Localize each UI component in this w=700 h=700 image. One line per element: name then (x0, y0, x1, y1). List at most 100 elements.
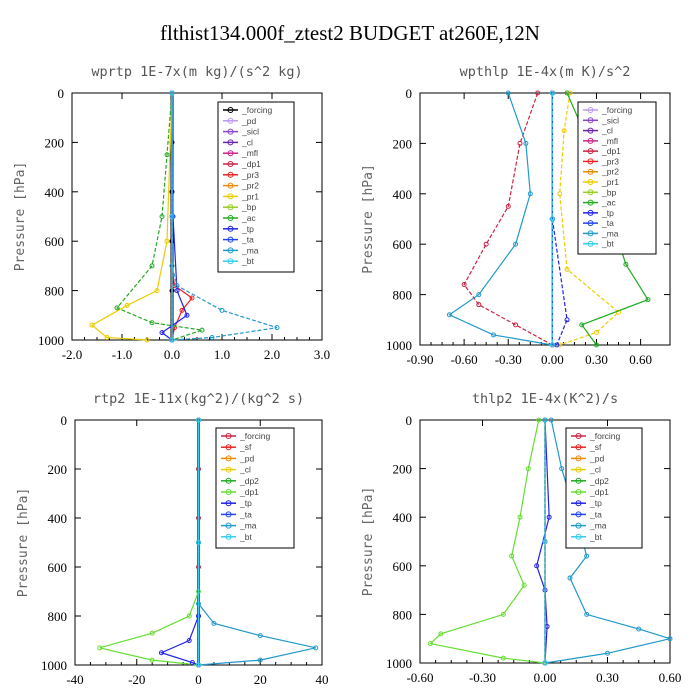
legend-marker (227, 161, 234, 167)
series-point (483, 241, 489, 247)
legend-marker (227, 236, 234, 243)
series-point (521, 582, 527, 588)
legend-marker (227, 247, 234, 254)
y-tick-label: 800 (48, 609, 68, 624)
legend-marker (227, 193, 234, 200)
y-tick-label: 200 (393, 462, 413, 477)
y-tick-label: 0 (406, 413, 413, 428)
series-point (154, 288, 160, 294)
panel-title: wprtp 1E-7x(m kg)/(s^2 kg) (91, 64, 302, 80)
x-tick-label: 0 (195, 672, 202, 687)
legend-marker (575, 500, 582, 507)
legend-label: _pr2 (241, 181, 259, 191)
y-tick-label: 200 (393, 136, 413, 151)
chart-panels: wprtp 1E-7x(m kg)/(s^2 kg) Pressure [hPa]… (13, 64, 681, 687)
legend-label: _pd (239, 453, 254, 463)
y-tick-label: 0 (406, 86, 413, 101)
y-tick-label: 200 (48, 462, 68, 477)
legend-label: _sicl (601, 115, 619, 125)
legend-label: _bp (241, 202, 256, 212)
legend-marker (227, 139, 234, 146)
series-point (189, 660, 195, 666)
y-tick-label: 400 (45, 185, 65, 200)
series-point (124, 302, 130, 308)
legend-label: _dp1 (239, 487, 259, 497)
series-point (584, 553, 590, 559)
series-point (593, 342, 599, 348)
x-tick-label: -20 (128, 672, 145, 687)
y-tick-label: 0 (61, 413, 68, 428)
y-tick-label: 1000 (38, 333, 64, 348)
x-tick-label: -40 (66, 672, 83, 687)
series-point (505, 203, 511, 209)
legend-label: _pr1 (241, 191, 259, 201)
series-point (593, 329, 599, 335)
series-point (549, 342, 555, 348)
legend-marker (227, 182, 234, 189)
legend-marker (225, 489, 232, 495)
x-tick-label: -0.30 (469, 670, 496, 685)
series-point (536, 417, 542, 423)
series-point (211, 620, 217, 626)
legend-marker (575, 433, 582, 439)
y-tick-label: 600 (393, 559, 413, 574)
legend-marker (575, 455, 582, 462)
y-tick-label: 400 (48, 511, 68, 526)
x-tick-label: -0.90 (406, 352, 433, 367)
legend-label: _ac (241, 213, 256, 223)
legend-label: _cl (241, 137, 253, 147)
y-axis-label: Pressure [hPa] (361, 487, 376, 597)
series-point (149, 657, 155, 663)
legend-label: _dp2 (589, 476, 609, 486)
series-point (476, 292, 482, 298)
legend-marker (225, 511, 232, 518)
legend-label: _bp (601, 187, 616, 197)
x-tick-label: -0.60 (406, 670, 433, 685)
legend-label: _dp1 (601, 146, 621, 156)
chart-panel: wpthlp 1E-4x(m K)/s^2 Pressure [hPa] -0.90… (361, 64, 671, 367)
x-tick-label: -1.0 (112, 347, 133, 362)
series-point (169, 90, 175, 96)
series-line (559, 92, 620, 346)
series-point (534, 563, 540, 569)
legend-marker (575, 477, 582, 484)
x-tick-label: 0.00 (541, 352, 564, 367)
series-point (313, 645, 319, 651)
legend-marker (227, 204, 234, 211)
series-line (463, 92, 553, 346)
series-point (513, 322, 519, 328)
legend-marker (575, 444, 582, 451)
series-point (427, 641, 433, 647)
series-point (104, 335, 110, 341)
series-point (548, 417, 554, 423)
legend-label: _cl (601, 126, 613, 136)
series-point (257, 657, 263, 663)
legend-label: _ac (601, 198, 616, 208)
legend-marker (227, 225, 234, 232)
legend-label: _bt (241, 256, 254, 266)
x-tick-label: 2.0 (264, 347, 280, 362)
x-tick-label: 3.0 (314, 347, 330, 362)
legend-box (217, 101, 295, 273)
series-point (158, 650, 164, 656)
legend-marker (587, 179, 594, 185)
legend-label: _sf (239, 442, 252, 452)
legend-label: _mfl (601, 136, 618, 146)
legend-label: _pd (589, 453, 604, 463)
x-tick-label: 0.00 (534, 670, 557, 685)
legend-label: _tp (241, 224, 254, 234)
series-point (257, 633, 263, 639)
series-point (527, 191, 533, 197)
series-point (144, 337, 150, 343)
legend-marker (575, 511, 582, 518)
series-point (517, 514, 523, 520)
legend-marker (587, 107, 594, 113)
series-point (513, 241, 519, 247)
legend-label: _forcing (241, 105, 273, 115)
legend-label: _ta (601, 218, 614, 228)
y-tick-label: 400 (393, 510, 413, 525)
series-point (500, 655, 506, 661)
legend-marker (587, 240, 594, 247)
y-tick-label: 600 (48, 560, 68, 575)
legend-marker (587, 230, 594, 237)
